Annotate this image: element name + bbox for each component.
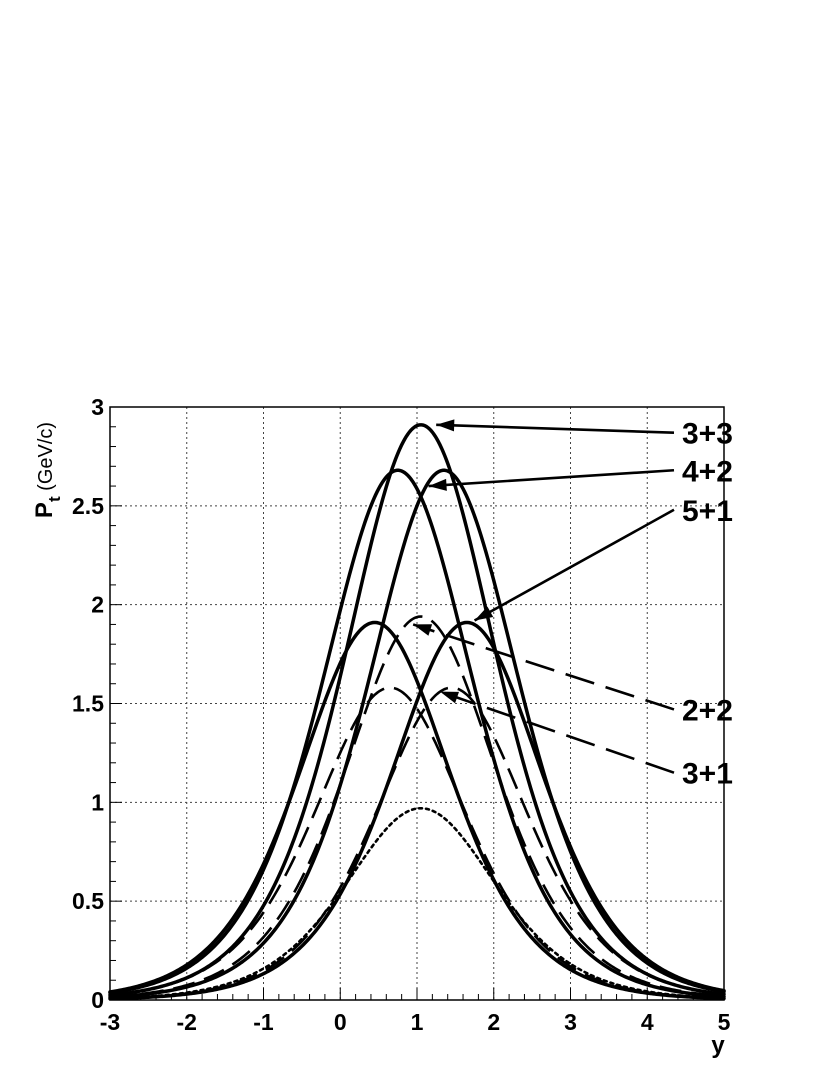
series-label-text: 2+2 (682, 694, 733, 727)
axis-ticks (109, 406, 725, 1001)
svg-text:Pt (GeV/c): Pt (GeV/c) (31, 422, 64, 518)
series-label-arrowhead (440, 691, 459, 704)
series-label-arrow (428, 468, 675, 488)
series-labels: 3+3 4+2 5+1 2+2 3+1 (682, 418, 733, 791)
curves (108, 423, 726, 1001)
series-label-arrowhead (428, 478, 447, 491)
y-tick-label: 3 (91, 394, 104, 420)
series-line-3-plus-1-7 (109, 686, 725, 1000)
tick-labels: -3 -2 -1 0 1 2 3 4 5 0 0.5 1 1.5 2 2.5 3 (72, 394, 731, 1035)
y-tick-label: 0.5 (72, 888, 104, 914)
x-tick-label: 4 (641, 1009, 654, 1035)
y-tick-label: 1 (91, 789, 104, 815)
y-tick-label: 2.5 (72, 493, 104, 519)
label-arrows (412, 419, 675, 774)
series-label-arrow (439, 690, 675, 774)
x-tick-label: 2 (487, 1009, 500, 1035)
series-label-arrow (473, 508, 675, 622)
series-label-arrowhead (413, 624, 433, 636)
x-tick-label: 3 (564, 1009, 577, 1035)
x-tick-label: 0 (334, 1009, 347, 1035)
y-axis-title: Pt (GeV/c) (31, 422, 64, 518)
series-label-text: 5+1 (682, 495, 733, 528)
y-axis-title-subscript: t (45, 496, 64, 502)
y-tick-label: 2 (91, 592, 104, 618)
x-tick-label: -3 (100, 1009, 120, 1035)
series-label-text: 4+2 (682, 455, 733, 488)
series-label-text: 3+3 (682, 418, 733, 451)
y-tick-label: 0 (91, 987, 104, 1013)
y-axis-title-unit: (GeV/c) (35, 422, 57, 496)
series-label-arrow (436, 423, 675, 434)
series-label-arrowhead (436, 419, 455, 432)
series-line-4-plus-2-1 (108, 468, 726, 999)
y-axis-title-main: P (31, 502, 58, 518)
x-axis-title: y (711, 1032, 725, 1059)
series-label-arrow (412, 623, 675, 711)
y-tick-label: 1.5 (72, 691, 104, 717)
x-tick-label: 1 (411, 1009, 424, 1035)
x-tick-label: -1 (253, 1009, 274, 1035)
series-line-2-plus-2-5 (109, 615, 725, 998)
series-line-4-plus-2-2 (108, 468, 726, 999)
x-tick-label: 5 (718, 1009, 731, 1035)
series-label-arrowhead (474, 606, 494, 621)
x-tick-label: -2 (177, 1009, 197, 1035)
series-line-3-plus-1-6 (109, 686, 725, 1000)
series-label-text: 3+1 (682, 758, 733, 791)
